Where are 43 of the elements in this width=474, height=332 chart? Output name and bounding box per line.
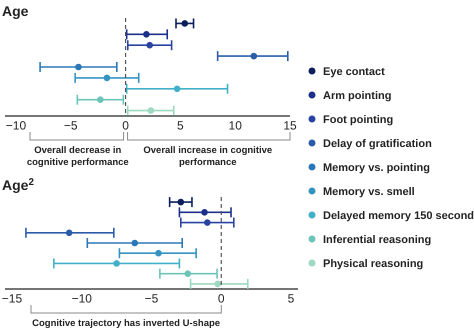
chart-title: Age$^{2}$ xyxy=(2,176,34,193)
x-tick-label: −5 xyxy=(144,292,159,306)
x-tick-label: −5 xyxy=(64,118,78,133)
point xyxy=(201,209,208,216)
point xyxy=(143,31,150,38)
legend-label: Eye contact xyxy=(323,66,386,78)
legend-label: Arm pointing xyxy=(323,90,392,102)
point xyxy=(214,280,222,288)
legend-label: Memory vs. pointing xyxy=(323,162,430,174)
text: Cognitive trajectory has inverted U-shape xyxy=(32,318,220,329)
x-tick-label: −10 xyxy=(72,292,92,306)
legend-label: Delay of gratification xyxy=(323,138,432,150)
legend-label: Physical reasoning xyxy=(323,258,424,270)
chart-title: Age xyxy=(2,3,29,19)
point xyxy=(104,74,110,82)
legend-label: Memory vs. smell xyxy=(323,186,415,198)
x-tick-label: 5 xyxy=(177,118,184,133)
text: Overall decrease in cognitive performance xyxy=(26,145,129,168)
point xyxy=(147,107,154,114)
x-tick-label: −10 xyxy=(6,118,26,133)
point xyxy=(113,260,120,267)
legend-label: Delayed memory 150 second xyxy=(323,210,474,222)
x-tick-label: −15 xyxy=(2,292,22,306)
point xyxy=(174,85,180,92)
legend-label: Inferential reasoning xyxy=(323,234,432,246)
point xyxy=(66,229,72,236)
x-tick-label: 0 xyxy=(218,292,225,306)
point xyxy=(250,52,258,60)
point xyxy=(178,198,184,206)
point xyxy=(155,250,162,257)
legend-label: Foot pointing xyxy=(323,114,394,126)
point xyxy=(204,219,211,226)
point xyxy=(184,270,192,277)
x-tick-label: 10 xyxy=(228,118,242,133)
x-tick-label: 5 xyxy=(288,292,295,306)
point xyxy=(181,20,188,27)
point xyxy=(131,240,138,246)
x-tick-label: 0 xyxy=(122,118,130,133)
point xyxy=(75,64,82,70)
text: Overall increase in cognitive performance xyxy=(143,145,272,168)
x-tick-label: 15 xyxy=(283,118,297,133)
point xyxy=(97,96,104,103)
point xyxy=(146,42,153,49)
